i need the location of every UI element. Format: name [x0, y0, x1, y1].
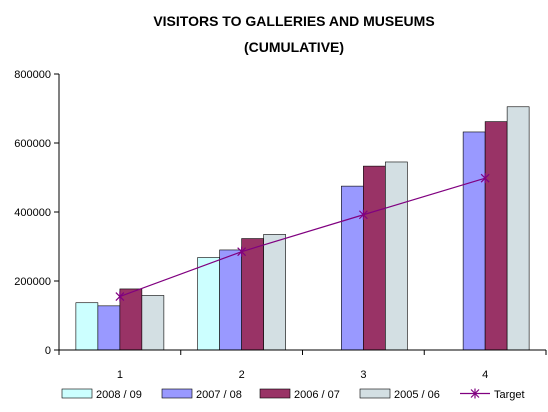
legend-swatch: [61, 388, 93, 399]
target-line: [115, 173, 490, 302]
target-point: [237, 246, 247, 257]
y-tick-label: 200000: [14, 276, 51, 288]
x-tick-label: 1: [117, 369, 123, 381]
target-point: [115, 291, 125, 302]
bar-2007-08-4: [462, 131, 486, 351]
bar-2005-06-1: [141, 295, 165, 351]
bars: [75, 106, 530, 351]
chart-title: VISITORS TO GALLERIES AND MUSEUMS: [153, 13, 434, 29]
target-point: [480, 173, 490, 184]
legend: 2008 / 09 2007 / 08 2006 / 07 2005 / 06 Targ…: [61, 388, 525, 401]
legend-swatch: [359, 388, 391, 399]
legend-swatch: [259, 388, 291, 399]
y-tick-label: 800000: [14, 69, 51, 81]
legend-label: 2005 / 06: [394, 389, 440, 401]
y-axis: 0 200000 400000 600000 800000: [14, 69, 60, 357]
bar-2006-07-3: [363, 165, 386, 351]
legend-swatch: [161, 388, 193, 399]
y-tick-label: 0: [45, 345, 51, 357]
chart-subtitle: (CUMULATIVE): [244, 39, 344, 55]
x-tick-label: 2: [239, 369, 245, 381]
target-point: [358, 209, 368, 220]
x-tick-label: 4: [482, 369, 488, 381]
x-tick-label: 3: [360, 369, 366, 381]
x-axis: 1 2 3 4: [58, 349, 547, 381]
y-tick-label: 400000: [14, 207, 51, 219]
bar-2006-07-1: [119, 288, 143, 351]
bar-2005-06-2: [263, 234, 286, 351]
legend-label: 2007 / 08: [196, 389, 242, 401]
legend-label: Target: [494, 389, 525, 401]
legend-label: 2006 / 07: [294, 389, 340, 401]
bar-2007-08-2: [219, 249, 242, 351]
bar-2005-06-3: [385, 161, 408, 351]
bar-2005-06-4: [506, 106, 530, 351]
y-tick-label: 600000: [14, 138, 51, 150]
legend-label: 2008 / 09: [96, 389, 142, 401]
bar-2008-09-1: [75, 302, 99, 351]
bar-2007-08-1: [97, 305, 121, 351]
legend-target-marker: [460, 388, 490, 399]
bar-2006-07-4: [484, 121, 508, 351]
bar-2008-09-2: [197, 257, 220, 351]
target-line-path: [119, 177, 486, 298]
